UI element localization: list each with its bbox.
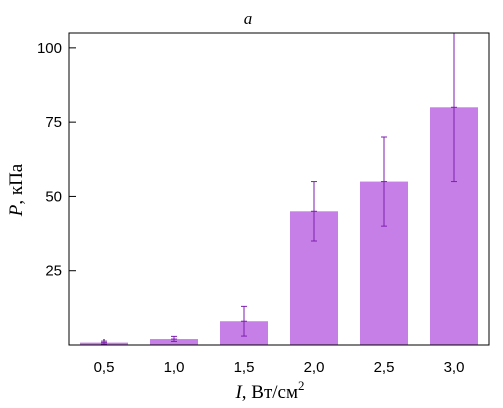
x-tick-label: 1,5 <box>234 359 255 376</box>
x-axis-tick-labels: 0,5 1,0 1,5 2,0 2,5 3,0 <box>94 359 465 376</box>
y-tick-label: 25 <box>45 263 62 280</box>
y-axis-tick-labels: 25 50 75 100 <box>37 40 62 280</box>
y-axis-unit: , кПа <box>6 163 27 204</box>
x-axis-unit: , Вт/см <box>242 382 298 403</box>
bar <box>150 339 198 345</box>
error-bars-group <box>101 32 457 345</box>
x-axis-title: I, Вт/см2 <box>234 378 304 403</box>
x-tick-label: 1,0 <box>164 359 185 376</box>
x-tick-label: 0,5 <box>94 359 115 376</box>
bars-group <box>80 107 478 346</box>
x-tick-label: 3,0 <box>444 359 465 376</box>
y-tick-label: 100 <box>37 40 62 57</box>
y-axis-symbol: P <box>6 204 27 217</box>
x-tick-label: 2,5 <box>374 359 395 376</box>
x-tick-label: 2,0 <box>304 359 325 376</box>
y-tick-label: 50 <box>45 188 62 205</box>
x-axis-symbol: I <box>234 382 243 403</box>
chart-title: a <box>244 9 253 28</box>
y-tick-label: 75 <box>45 114 62 131</box>
plot-frame <box>68 32 490 346</box>
x-axis-unit-superscript: 2 <box>298 378 305 393</box>
y-axis-title: P, кПа <box>6 163 27 217</box>
